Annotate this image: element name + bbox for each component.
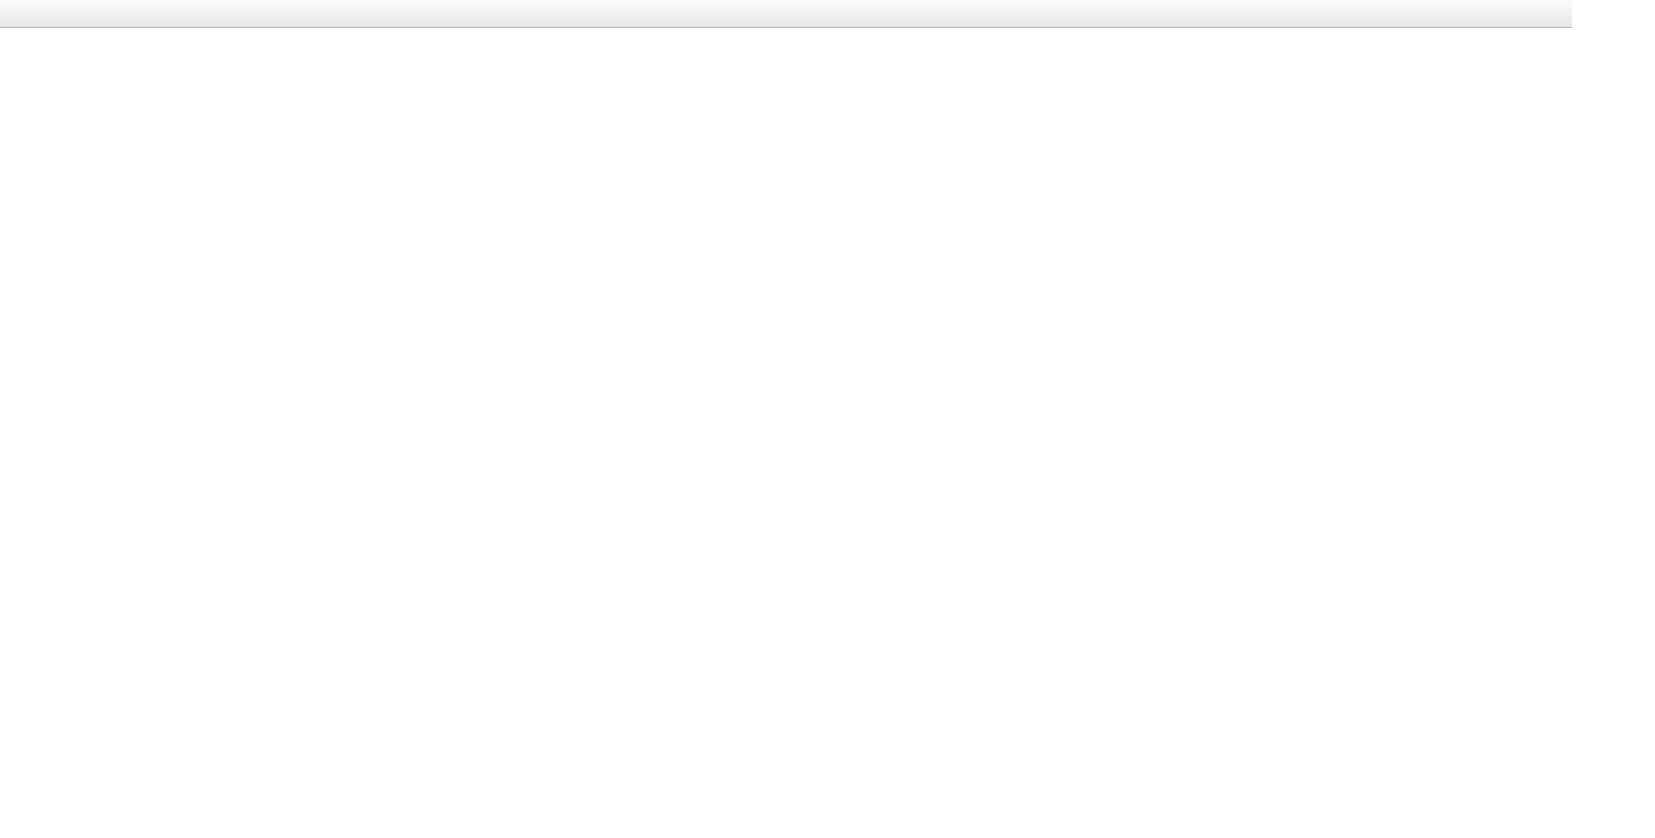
chart-canvas[interactable] <box>0 28 1572 838</box>
main-toolbar <box>0 0 1572 28</box>
chart-region <box>0 28 1572 838</box>
trading-terminal-window <box>0 0 1572 838</box>
